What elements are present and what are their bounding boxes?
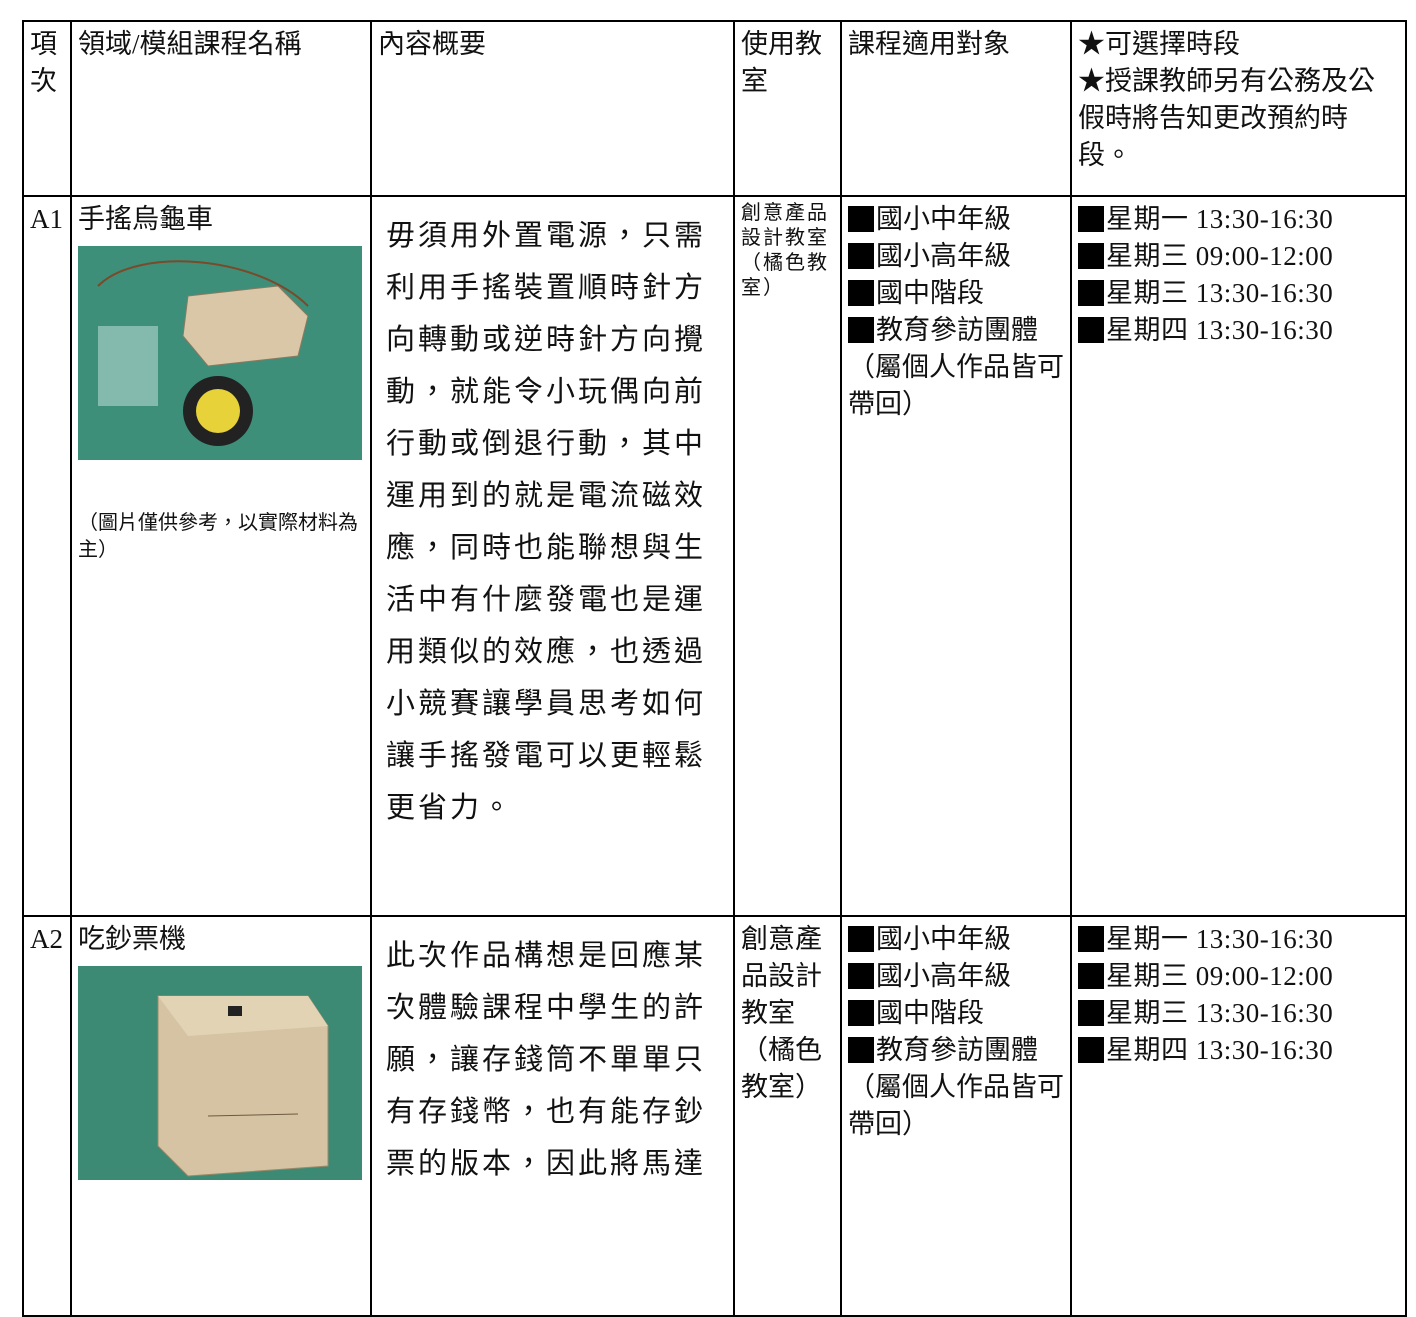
time-note: ★授課教師另有公務及公假時將告知更改預約時段。 [1078,66,1375,170]
time: 星期三 09:00-12:00 [1078,238,1399,275]
audience-note: （屬個人作品皆可帶回） [848,352,1064,419]
time: 星期三 13:30-16:30 [1078,275,1399,312]
time: 星期三 09:00-12:00 [1078,958,1399,995]
time-text: 星期四 13:30-16:30 [1106,1035,1334,1065]
times-cell: 星期一 13:30-16:30 星期三 09:00-12:00 星期三 13:3… [1070,915,1407,1317]
time-note: ★可選擇時段 [1078,29,1240,59]
header-cell: 內容概要 [370,20,735,197]
audience: 國小中年級 [848,201,1064,238]
course-row: A1 手搖烏龜車 （圖片僅供參考，以實際材料為主） 毋須用外置電源，只需利用手搖… [22,195,1407,917]
audience-text: 國中階段 [876,278,984,308]
audience-text: 國中階段 [876,998,984,1028]
audience-note: （屬個人作品皆可帶回） [848,1072,1064,1139]
time-text: 星期一 13:30-16:30 [1106,924,1334,954]
audience-cell: 國小中年級 國小高年級 國中階段 教育參訪團體 （屬個人作品皆可帶回） [840,195,1072,917]
audience: 國小中年級 [848,921,1064,958]
name-cell: 手搖烏龜車 （圖片僅供參考，以實際材料為主） [70,195,372,917]
time-text: 星期四 13:30-16:30 [1106,315,1334,345]
body: 項次 領域/模組課程名稱 內容概要 使用教室 課程適用對象 ★可選擇時段 ★授課教… [22,20,1407,1317]
time: 星期一 13:30-16:30 [1078,201,1399,238]
audience-text: 國小中年級 [876,204,1011,234]
header-cell: 領域/模組課程名稱 [70,20,372,197]
time: 星期四 13:30-16:30 [1078,312,1399,349]
audience-cell: 國小中年級 國小高年級 國中階段 教育參訪團體 （屬個人作品皆可帶回） [840,915,1072,1317]
time: 星期一 13:30-16:30 [1078,921,1399,958]
audience-text: 國小中年級 [876,924,1011,954]
header-cell: 項次 [22,20,72,197]
time-text: 星期三 13:30-16:30 [1106,278,1334,308]
course-table: 項次 領域/模組課程名稱 內容概要 使用教室 課程適用對象 ★可選擇時段 ★授課教… [22,20,1407,1317]
time: 星期四 13:30-16:30 [1078,1032,1399,1069]
classroom: 創意產品設計教室（橘色教室） [733,915,842,1317]
time-text: 星期三 13:30-16:30 [1106,998,1334,1028]
course-photo [78,246,362,460]
course-name: 手搖烏龜車 [78,204,213,234]
time: 星期三 13:30-16:30 [1078,995,1399,1032]
name-cell: 吃鈔票機 [70,915,372,1317]
photo-caption: （圖片僅供參考，以實際材料為主） [78,512,358,561]
header-cell: 使用教室 [733,20,842,197]
course-name: 吃鈔票機 [78,924,186,954]
description: 毋須用外置電源，只需利用手搖裝置順時針方向轉動或逆時針方向攪動，就能令小玩偶向前… [370,195,735,917]
description: 此次作品構想是回應某次體驗課程中學生的許願，讓存錢筒不單單只有存錢幣，也有能存鈔… [370,915,735,1317]
audience: 教育參訪團體 [848,1032,1064,1069]
course-photo [78,966,362,1180]
time-text: 星期三 09:00-12:00 [1106,961,1334,991]
course-row: A2 吃鈔票機 此次作品構想是回應某次體驗課程中學生的許願，讓存錢筒不單單只有存… [22,915,1407,1317]
page: {"header":{"columns":["項次","領域/模組課程名稱","… [22,20,1407,1317]
audience-text: 國小高年級 [876,241,1011,271]
audience: 教育參訪團體 [848,312,1064,349]
header-cell: 課程適用對象 [840,20,1072,197]
row-id: A2 [22,915,72,1317]
time-text: 星期一 13:30-16:30 [1106,204,1334,234]
audience: 國小高年級 [848,238,1064,275]
audience-text: 教育參訪團體 [876,315,1038,345]
classroom: 創意產品設計教室（橘色教室） [733,195,842,917]
audience: 國小高年級 [848,958,1064,995]
header-row: 項次 領域/模組課程名稱 內容概要 使用教室 課程適用對象 ★可選擇時段 ★授課教… [22,20,1407,197]
audience-text: 教育參訪團體 [876,1035,1038,1065]
audience: 國中階段 [848,995,1064,1032]
audience: 國中階段 [848,275,1064,312]
header-cell: ★可選擇時段 ★授課教師另有公務及公假時將告知更改預約時段。 [1070,20,1407,197]
time-text: 星期三 09:00-12:00 [1106,241,1334,271]
times-cell: 星期一 13:30-16:30 星期三 09:00-12:00 星期三 13:3… [1070,195,1407,917]
audience-text: 國小高年級 [876,961,1011,991]
row-id: A1 [22,195,72,917]
